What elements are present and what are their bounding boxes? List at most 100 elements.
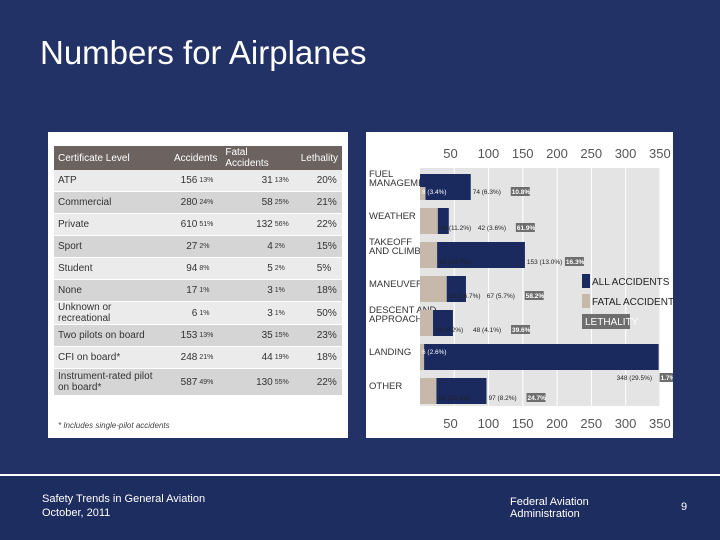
row-accidents-pct: 24% xyxy=(198,191,222,214)
row-accidents: 587 xyxy=(170,368,199,396)
category-label: MANEUVERING xyxy=(369,279,440,290)
table-row: CFI on board* 248 21% 44 19% 18% xyxy=(54,346,342,369)
row-level: Private xyxy=(54,213,170,236)
row-level: Commercial xyxy=(54,191,170,214)
bar-fatal-accidents xyxy=(420,208,438,234)
row-fatal: 4 xyxy=(221,235,274,258)
category-label: OTHER xyxy=(369,381,402,392)
footer-org-line2: Administration xyxy=(510,508,580,520)
row-accidents-pct: 49% xyxy=(198,368,222,396)
row-accidents: 248 xyxy=(170,346,199,369)
row-lethality: 22% xyxy=(296,368,342,396)
row-lethality: 50% xyxy=(296,301,342,325)
x-tick-label-top: 150 xyxy=(512,146,534,161)
category-label: MANAGEMENT xyxy=(369,178,437,189)
bar-fatal-accidents xyxy=(420,242,438,268)
x-tick-label-bottom: 150 xyxy=(512,416,534,431)
row-accidents: 6 xyxy=(170,301,199,325)
category-label: WEATHER xyxy=(369,211,416,222)
row-level: CFI on board* xyxy=(54,346,170,369)
row-lethality: 18% xyxy=(296,346,342,369)
category-label: TAKEOFF xyxy=(369,237,412,248)
row-lethality: 18% xyxy=(296,279,342,302)
lethality-value: 39.6% xyxy=(512,327,531,334)
bar-all-accidents xyxy=(420,242,525,268)
table-footnote: * Includes single-pilot accidents xyxy=(58,421,170,430)
row-level: Unknown or recreational xyxy=(54,301,170,325)
footer-presentation-title: Safety Trends in General Aviation xyxy=(42,493,206,505)
fatal-value-label: 6 (2.6%) xyxy=(422,349,447,356)
x-tick-label-bottom: 100 xyxy=(478,416,500,431)
certificate-table: Certificate Level Accidents Fatal Accide… xyxy=(54,146,342,396)
row-accidents: 94 xyxy=(170,257,199,280)
footer xyxy=(0,476,720,540)
table-row: Student 94 8% 5 2% 5% xyxy=(54,257,342,280)
table-row: Commercial 280 24% 58 25% 21% xyxy=(54,191,342,214)
row-fatal-pct: 56% xyxy=(273,213,297,236)
lethality-value: 24.7% xyxy=(528,395,547,402)
header-lethality: Lethality xyxy=(296,146,342,170)
lethality-box xyxy=(526,393,546,402)
row-lethality: 5% xyxy=(296,257,342,280)
row-fatal-pct: 13% xyxy=(273,170,297,192)
bar-fatal-accidents xyxy=(420,344,425,370)
table-body: ATP 156 13% 31 13% 20% Commercial 280 24% 58 25% 21… xyxy=(54,170,342,396)
header-accidents: Accidents xyxy=(170,146,222,170)
row-fatal-pct: 2% xyxy=(273,257,297,280)
legend-swatch-lethality xyxy=(582,314,630,329)
lethality-value: 10.8% xyxy=(512,189,531,196)
category-label: FUEL xyxy=(369,169,393,180)
footer-divider xyxy=(0,474,720,476)
bar-fatal-accidents xyxy=(420,276,447,302)
phase-chart-panel: 50 50 100 100 150 150 200 200 250 250 300 300 350 350… xyxy=(366,132,673,438)
bar-all-accidents xyxy=(420,344,659,370)
legend-swatch-fatal xyxy=(582,294,590,308)
lethality-box xyxy=(524,291,544,300)
table-row: None 17 1% 3 1% 18% xyxy=(54,279,342,302)
row-fatal: 130 xyxy=(221,368,274,396)
lethality-box xyxy=(564,257,584,266)
row-accidents-pct: 51% xyxy=(198,213,222,236)
all-value-label: 153 (13.0%) xyxy=(527,259,562,266)
header-fatal-accidents: Fatal Accidents xyxy=(221,146,297,170)
row-accidents: 27 xyxy=(170,235,199,258)
lethality-value: 1.7% xyxy=(661,375,673,382)
all-value-label: 97 (8.2%) xyxy=(489,395,517,402)
x-tick-label-top: 250 xyxy=(580,146,602,161)
category-label: AND CLIMB xyxy=(369,246,421,257)
table-header-row: Certificate Level Accidents Fatal Accide… xyxy=(54,146,342,170)
table-row: ATP 156 13% 31 13% 20% xyxy=(54,170,342,192)
legend-label-fatal: FATAL ACCIDENTS xyxy=(592,297,673,308)
row-lethality: 22% xyxy=(296,213,342,236)
legend-label-all: ALL ACCIDENTS xyxy=(592,277,670,288)
category-label: LANDING xyxy=(369,347,411,358)
table-row: Instrument-rated pilot on board* 587 49% 13… xyxy=(54,368,342,396)
row-lethality: 20% xyxy=(296,170,342,192)
lethality-value: 58.2% xyxy=(526,293,545,300)
fatal-value-label: 26 (11.2%) xyxy=(440,225,471,232)
lethality-value: 16.3% xyxy=(566,259,585,266)
row-accidents: 610 xyxy=(170,213,199,236)
row-lethality: 21% xyxy=(296,191,342,214)
all-value-label: 48 (4.1%) xyxy=(473,327,501,334)
row-fatal-pct: 2% xyxy=(273,235,297,258)
row-level: ATP xyxy=(54,170,170,192)
x-tick-label-bottom: 200 xyxy=(546,416,568,431)
bar-all-accidents xyxy=(420,174,471,200)
row-fatal: 31 xyxy=(221,170,274,192)
row-fatal: 44 xyxy=(221,346,274,369)
row-lethality: 23% xyxy=(296,324,342,347)
fatal-value-label: 19 (8.2%) xyxy=(435,327,463,334)
row-accidents-pct: 13% xyxy=(198,170,222,192)
row-fatal: 3 xyxy=(221,279,274,302)
all-value-label: 348 (29.5%) xyxy=(617,375,652,382)
lethality-box xyxy=(515,223,535,232)
row-accidents-pct: 2% xyxy=(198,235,222,258)
x-tick-label-top: 50 xyxy=(443,146,457,161)
row-fatal-pct: 15% xyxy=(273,324,297,347)
certificate-table-panel: Certificate Level Accidents Fatal Accide… xyxy=(48,132,348,438)
row-level: Instrument-rated pilot on board* xyxy=(54,368,170,396)
x-tick-label-top: 300 xyxy=(615,146,637,161)
phase-of-flight-chart: 50 50 100 100 150 150 200 200 250 250 300 300 350 350… xyxy=(369,146,673,431)
row-level: Sport xyxy=(54,235,170,258)
